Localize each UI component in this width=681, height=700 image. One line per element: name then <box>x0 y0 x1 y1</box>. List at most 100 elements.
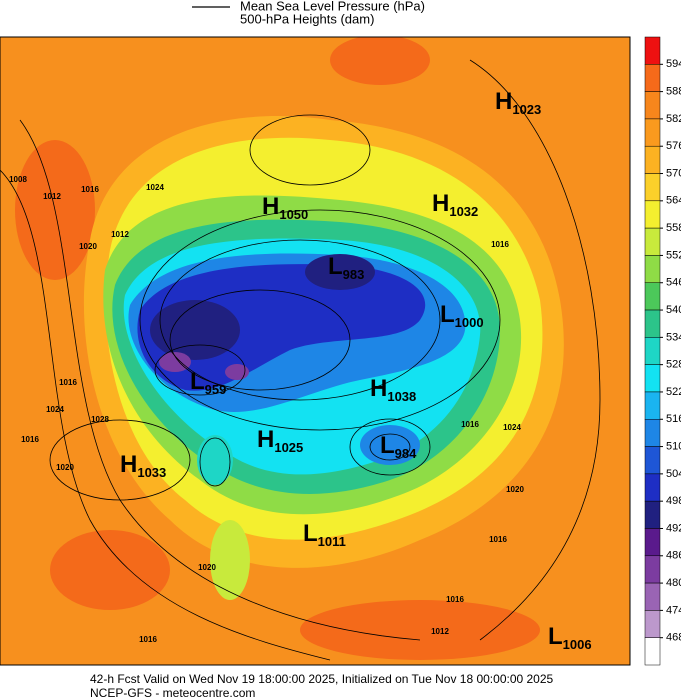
isobar-label: 1024 <box>503 423 521 432</box>
legend-line-label: Mean Sea Level Pressure (hPa) <box>240 0 425 13</box>
center-type: H <box>120 451 137 478</box>
colorbar-cell <box>644 637 661 666</box>
pressure-center: L959 <box>190 368 226 397</box>
isobar-label: 1016 <box>446 595 464 604</box>
colorbar-label: 474 <box>666 604 681 616</box>
center-type: L <box>303 520 318 547</box>
colorbar-cell <box>644 528 661 557</box>
colorbar-label: 588 <box>666 86 681 98</box>
colorbar-label: 480 <box>666 577 681 589</box>
colorbar-cell <box>644 582 661 611</box>
isobar-label: 1016 <box>489 535 507 544</box>
center-type: H <box>370 375 387 402</box>
colorbar-label: 534 <box>666 331 681 343</box>
colorbar-cell <box>644 419 661 447</box>
pressure-center: H1032 <box>432 190 478 219</box>
isobar-label: 1020 <box>506 485 524 494</box>
colorbar-label: 540 <box>666 304 681 316</box>
colorbar-label: 576 <box>666 140 681 152</box>
isobar-label: 1012 <box>431 627 449 636</box>
colorbar-label: 504 <box>666 468 681 480</box>
isobar-label: 1020 <box>56 463 74 472</box>
pressure-center: L1000 <box>440 301 484 330</box>
colorbar-label: 558 <box>666 222 681 234</box>
colorbar-label: 564 <box>666 195 681 207</box>
colorbar-label: 552 <box>666 249 681 261</box>
isobar-label: 1016 <box>139 635 157 644</box>
colorbar-label: 498 <box>666 495 681 507</box>
pressure-center: L983 <box>328 253 364 282</box>
colorbar-label: 582 <box>666 113 681 125</box>
colorbar-label: 486 <box>666 550 681 562</box>
colorbar-cell <box>644 227 661 256</box>
isobar-label: 1016 <box>461 420 479 429</box>
colorbar: 594 588 582 576 570 564 558 552 546 540 534 528 522 5… <box>644 36 681 666</box>
center-pressure: 1000 <box>455 315 484 330</box>
isobar-label: 1016 <box>81 185 99 194</box>
pressure-center: L1006 <box>548 623 592 652</box>
map: 1008 1012 1016 1020 1016 1024 1028 1016 1020 1024… <box>0 36 631 666</box>
colorbar-cell <box>644 555 661 584</box>
center-pressure: 959 <box>205 382 227 397</box>
colorbar-label: 594 <box>666 58 681 70</box>
center-pressure: 1050 <box>279 207 308 222</box>
pressure-center: H1050 <box>262 193 308 222</box>
colorbar-cell <box>644 610 661 638</box>
colorbar-cell <box>644 473 661 502</box>
pressure-center: H1025 <box>257 426 303 455</box>
center-pressure: 1006 <box>563 637 592 652</box>
colorbar-label: 468 <box>666 632 681 644</box>
center-type: L <box>190 368 205 395</box>
center-pressure: 984 <box>395 446 417 461</box>
isobar-label: 1016 <box>491 240 509 249</box>
colorbar-label: 510 <box>666 440 681 452</box>
isobar-label: 1016 <box>59 378 77 387</box>
center-type: H <box>262 193 279 220</box>
colorbar-label: 570 <box>666 167 681 179</box>
center-pressure: 1011 <box>318 534 346 549</box>
center-pressure: 1033 <box>137 465 166 480</box>
isobar-label: 1020 <box>79 242 97 251</box>
colorbar-cell <box>644 364 661 393</box>
isobar-label: 1012 <box>43 192 61 201</box>
footer-valid-time: 42-h Fcst Valid on Wed Nov 19 18:00:00 2… <box>90 672 554 686</box>
colorbar-cell <box>644 200 661 229</box>
colorbar-cell <box>644 446 661 475</box>
center-pressure: 1023 <box>512 102 541 117</box>
colorbar-cell <box>644 309 661 338</box>
colorbar-cell <box>644 91 661 120</box>
colorbar-label: 492 <box>666 522 681 534</box>
colorbar-label: 522 <box>666 386 681 398</box>
isobar-label: 1024 <box>146 183 164 192</box>
legend-fill-label: 500-hPa Heights (dam) <box>240 11 374 26</box>
map-frame <box>0 36 631 666</box>
pressure-center: H1038 <box>370 375 416 404</box>
colorbar-label: 528 <box>666 359 681 371</box>
isobar-label: 1024 <box>46 405 64 414</box>
colorbar-cell <box>644 36 661 65</box>
center-type: L <box>380 432 395 459</box>
isobar-label: 1016 <box>21 435 39 444</box>
center-pressure: 983 <box>343 267 365 282</box>
center-type: H <box>495 88 512 115</box>
colorbar-label: 546 <box>666 277 681 289</box>
center-pressure: 1025 <box>274 440 303 455</box>
isobar-label: 1008 <box>9 175 27 184</box>
colorbar-label: 516 <box>666 413 681 425</box>
colorbar-cell <box>644 118 661 147</box>
footer-source: NCEP-GFS - meteocentre.com <box>90 686 255 700</box>
colorbar-cell <box>644 282 661 311</box>
pressure-center: H1023 <box>495 88 541 117</box>
isobar-label: 1012 <box>111 230 129 239</box>
pressure-center: L984 <box>380 432 417 461</box>
pressure-center: L1011 <box>303 520 346 549</box>
height-field <box>0 37 630 665</box>
colorbar-cell <box>644 500 661 529</box>
colorbar-cell <box>644 145 661 174</box>
center-pressure: 1038 <box>387 389 416 404</box>
isobar-label: 1020 <box>198 563 216 572</box>
center-type: L <box>328 253 343 280</box>
center-pressure: 1032 <box>449 204 478 219</box>
colorbar-cell <box>644 64 661 92</box>
